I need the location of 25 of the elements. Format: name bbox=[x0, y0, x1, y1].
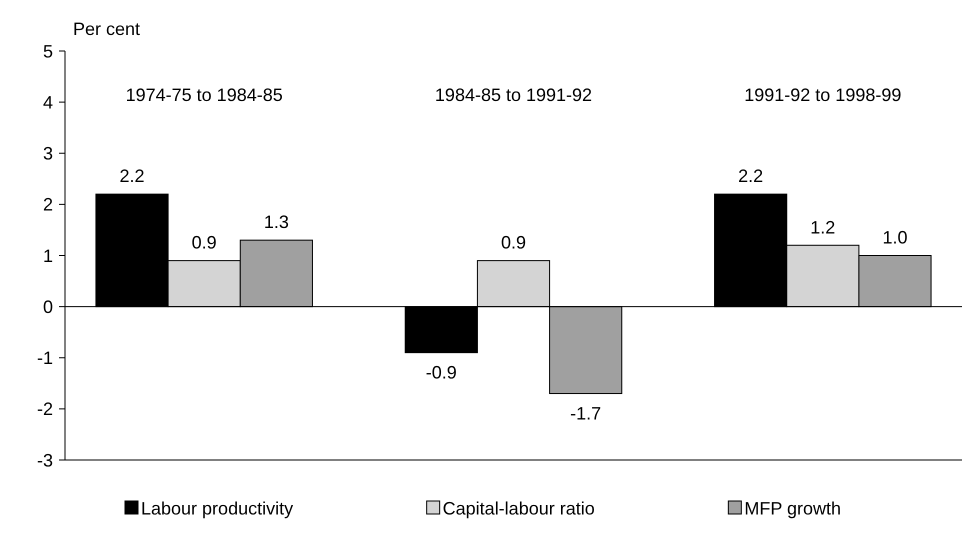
legend-label: MFP growth bbox=[744, 498, 842, 518]
y-axis-title: Per cent bbox=[73, 19, 140, 39]
y-tick-label: -2 bbox=[36, 399, 53, 420]
y-tick-label: 4 bbox=[42, 92, 53, 112]
x-tick-label: 1974-75 to 1984-85 bbox=[126, 85, 283, 105]
y-tick-label: 5 bbox=[42, 41, 53, 62]
data-label: 1.0 bbox=[882, 228, 908, 248]
data-label: -0.9 bbox=[426, 362, 457, 383]
y-tick-label: 1 bbox=[42, 246, 53, 266]
y-tick-label: -3 bbox=[36, 450, 53, 470]
x-tick-label: 1991-92 to 1998-99 bbox=[744, 85, 902, 105]
y-tick-label: 0 bbox=[42, 296, 53, 317]
legend-label: Capital-labour ratio bbox=[442, 498, 595, 518]
data-label: -1.7 bbox=[570, 404, 602, 424]
legend-label: Labour productivity bbox=[141, 498, 294, 518]
data-label: 0.9 bbox=[192, 232, 217, 253]
data-label: 2.2 bbox=[120, 166, 145, 186]
data-label: 2.2 bbox=[738, 166, 764, 186]
data-label: 0.9 bbox=[500, 232, 526, 253]
data-label: 1.2 bbox=[810, 217, 836, 238]
y-tick-label: 3 bbox=[42, 144, 53, 164]
data-label: 1.3 bbox=[264, 212, 289, 232]
y-tick-label: 2 bbox=[42, 194, 53, 215]
x-tick-label: 1984-85 to 1991-92 bbox=[434, 85, 592, 105]
y-tick-label: -1 bbox=[36, 348, 53, 368]
